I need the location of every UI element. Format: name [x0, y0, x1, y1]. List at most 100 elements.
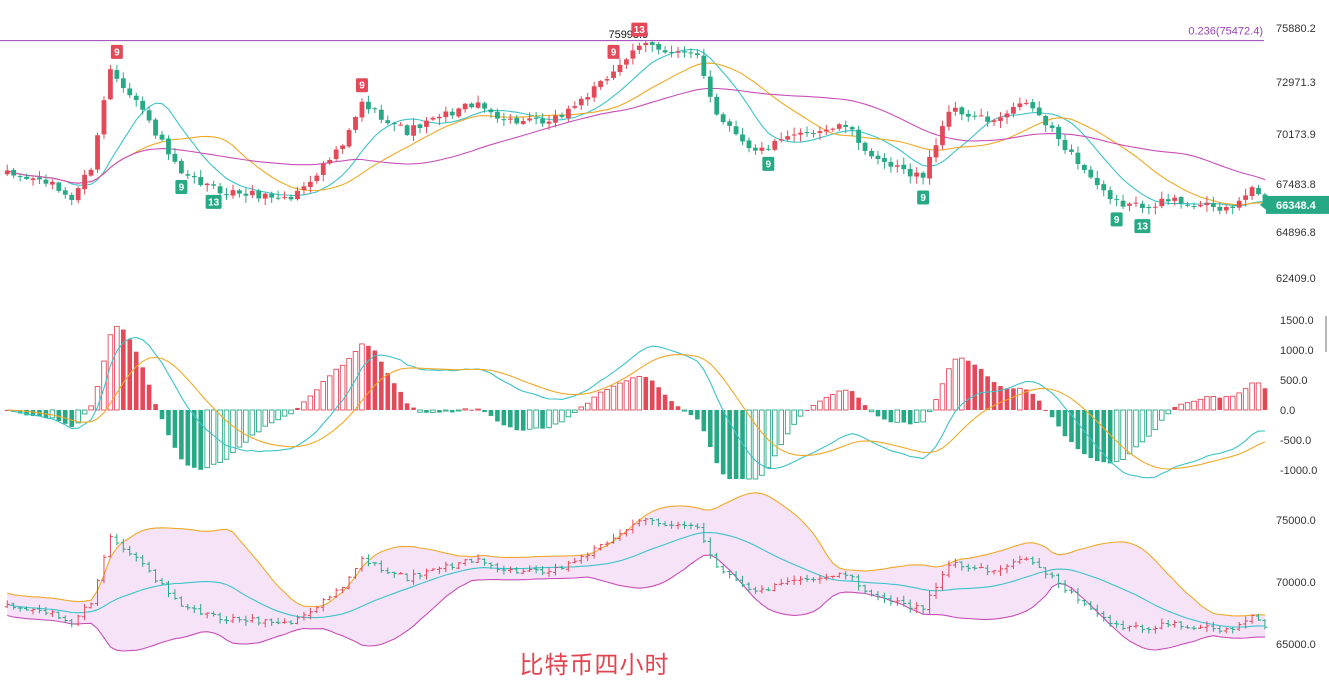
- macd-histogram-bar: [882, 410, 887, 420]
- macd-histogram-bar: [262, 409, 268, 427]
- candle-body: [430, 117, 436, 120]
- candle-body: [933, 145, 939, 158]
- macd-histogram-bar: [411, 407, 416, 410]
- macd-histogram-bar: [959, 357, 965, 411]
- macd-histogram-bar: [114, 325, 120, 411]
- macd-histogram-bar: [166, 410, 171, 436]
- candle-body: [778, 139, 784, 141]
- macd-histogram-bar: [133, 351, 139, 410]
- macd-histogram-bar: [501, 410, 507, 426]
- candle-body: [649, 42, 655, 45]
- td-marker-badge: [917, 190, 930, 205]
- candle-body: [288, 196, 294, 200]
- candle-body: [256, 190, 262, 199]
- candle-body: [746, 140, 752, 149]
- candle-body: [424, 120, 429, 127]
- candle-body: [662, 50, 668, 53]
- macd-histogram-bar: [417, 409, 423, 413]
- macd-histogram-bar: [707, 410, 713, 448]
- candle-body: [514, 117, 520, 124]
- candle-body: [1223, 206, 1229, 211]
- macd-histogram-bar: [526, 409, 533, 430]
- macd-histogram-bar: [462, 408, 468, 411]
- candle-body: [456, 108, 462, 117]
- macd-histogram-bar: [630, 377, 636, 411]
- candle-body: [862, 142, 868, 151]
- candle-body: [17, 176, 23, 178]
- candle-body: [1120, 200, 1126, 207]
- macd-histogram-bar: [714, 410, 720, 464]
- candle-body: [1107, 190, 1113, 200]
- candle-body: [656, 43, 662, 50]
- macd-histogram-bar: [823, 396, 830, 411]
- candle-body: [411, 125, 416, 136]
- candle-body: [1088, 169, 1094, 178]
- macd-histogram-bar: [1133, 409, 1139, 448]
- candle-body: [327, 160, 333, 164]
- candle-body: [701, 55, 707, 76]
- macd-histogram-bar: [153, 404, 158, 410]
- macd-histogram-bar: [24, 410, 29, 416]
- candle-body: [469, 103, 475, 108]
- candle-body: [1217, 206, 1223, 211]
- candle-body: [1230, 206, 1236, 209]
- td-marker-badge: [607, 44, 620, 59]
- macd-tick-label: 1500.0: [1280, 315, 1314, 327]
- macd-histogram-bar: [159, 410, 165, 420]
- candle-body: [843, 124, 849, 127]
- candle-body: [578, 98, 584, 106]
- last-price-tag-bg: [1266, 195, 1329, 214]
- candle-body: [353, 116, 358, 130]
- macd-histogram-bar: [455, 409, 462, 412]
- macd-histogram-bar: [443, 409, 449, 412]
- candle-body: [224, 194, 229, 196]
- candle-body: [385, 120, 391, 124]
- bollinger-pane: [4, 492, 1268, 652]
- macd-histogram-bar: [727, 410, 732, 479]
- macd-histogram-bar: [540, 410, 545, 429]
- macd-histogram-bar: [320, 381, 327, 411]
- candle-body: [1262, 194, 1268, 205]
- candle-body: [707, 76, 713, 97]
- macd-histogram-bar: [636, 375, 643, 411]
- candle-body: [1198, 205, 1203, 207]
- ma-line-40: [7, 87, 1266, 184]
- macd-histogram-bar: [720, 410, 726, 475]
- macd-histogram-bar: [913, 409, 920, 423]
- main-tick-label: 70173.9: [1276, 129, 1316, 141]
- candle-body: [753, 147, 758, 151]
- candle-body: [307, 181, 313, 188]
- candle-body: [108, 69, 113, 100]
- macd-histogram-bar: [146, 384, 152, 410]
- candle-body: [217, 186, 223, 194]
- macd-histogram-bar: [449, 410, 455, 413]
- td-marker-badge: [631, 22, 648, 37]
- candle-body: [882, 157, 887, 162]
- candle-body: [159, 134, 165, 140]
- macd-histogram-bar: [326, 375, 333, 411]
- main-tick-label: 72971.3: [1276, 77, 1316, 89]
- candle-body: [230, 190, 236, 196]
- candle-body: [733, 126, 739, 135]
- macd-histogram-bar: [404, 403, 410, 410]
- candle-body: [462, 103, 468, 110]
- candle-body: [940, 126, 945, 146]
- candle-body: [830, 128, 836, 130]
- macd-histogram-bar: [339, 364, 346, 411]
- main-tick-label: 75880.2: [1276, 23, 1316, 35]
- td-marker-badge: [175, 180, 188, 195]
- macd-tick-label: -1000.0: [1280, 465, 1317, 477]
- td-marker-label: 9: [114, 47, 120, 58]
- macd-histogram-bar: [256, 409, 262, 433]
- macd-histogram-bar: [1094, 410, 1100, 462]
- td-marker-label: 9: [1114, 215, 1120, 226]
- candlestick-pane: [4, 41, 1268, 215]
- candle-body: [398, 124, 404, 126]
- macd-histogram-bar: [565, 409, 572, 418]
- macd-histogram-bar: [391, 383, 397, 410]
- macd-histogram-bar: [533, 409, 539, 429]
- candle-body: [378, 109, 384, 120]
- macd-histogram-bar: [101, 360, 107, 411]
- boll-tick-label: 65000.0: [1276, 639, 1316, 651]
